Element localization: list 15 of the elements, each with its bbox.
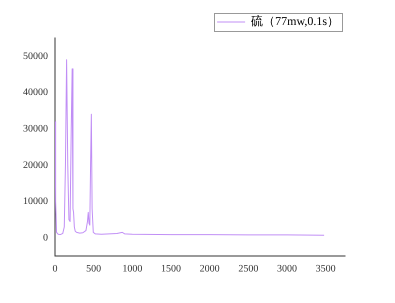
y-tick-label: 20000 bbox=[23, 160, 48, 171]
x-tick-label: 3000 bbox=[277, 264, 297, 275]
x-tick-label: 1500 bbox=[161, 264, 181, 275]
legend-label: 硫（77mw,0.1s） bbox=[251, 14, 339, 28]
y-tick-label: 50000 bbox=[23, 50, 48, 62]
y-tick-label: 30000 bbox=[23, 123, 48, 134]
x-tick-label: 0 bbox=[52, 264, 58, 275]
y-tick-label: 0 bbox=[43, 232, 48, 244]
x-tick-label: 2000 bbox=[200, 264, 220, 275]
y-tick-label: 10000 bbox=[23, 196, 48, 208]
x-tick-label: 3500 bbox=[316, 264, 336, 275]
x-tick-label: 1000 bbox=[122, 264, 142, 275]
x-tick-label: 500 bbox=[86, 264, 102, 275]
y-tick-label: 40000 bbox=[23, 87, 48, 98]
x-tick-label: 2500 bbox=[238, 264, 258, 275]
